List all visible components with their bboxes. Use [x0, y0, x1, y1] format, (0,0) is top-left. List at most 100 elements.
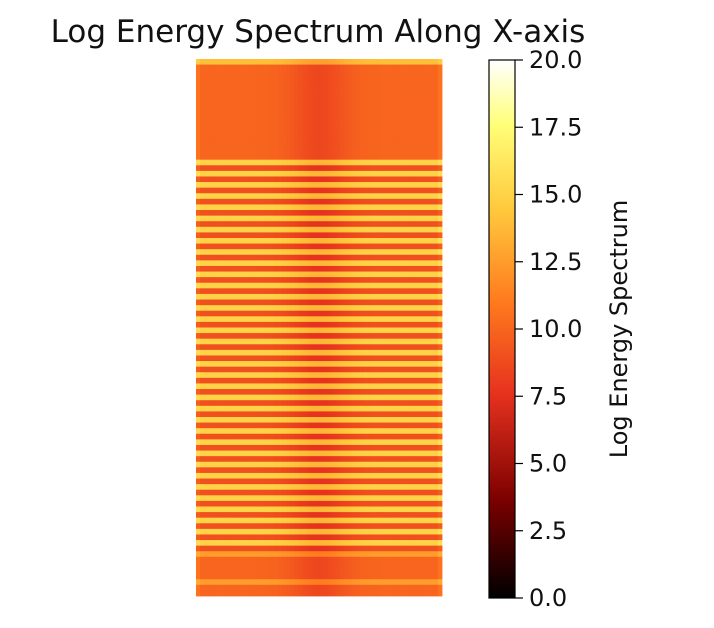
heatmap-cell	[216, 500, 221, 507]
heatmap-cell	[306, 98, 312, 105]
heatmap-cell	[232, 383, 238, 390]
heatmap-cell	[437, 461, 443, 468]
heatmap-cell	[433, 170, 439, 177]
heatmap-cell	[401, 103, 406, 110]
heatmap-cell	[437, 506, 443, 513]
heatmap-cell	[286, 405, 291, 412]
heatmap-cell	[401, 232, 406, 239]
heatmap-cell	[261, 131, 267, 138]
heatmap-cell	[306, 249, 312, 256]
heatmap-cell	[323, 103, 328, 110]
heatmap-cell	[204, 444, 209, 451]
heatmap-cell	[294, 204, 299, 211]
heatmap-cell	[269, 277, 275, 284]
heatmap-cell	[241, 137, 246, 144]
heatmap-cell	[331, 439, 336, 446]
heatmap-cell	[380, 349, 385, 356]
heatmap-cell	[220, 400, 226, 407]
heatmap-cell	[409, 131, 414, 138]
heatmap-cell	[257, 293, 262, 300]
heatmap-cell	[388, 506, 394, 513]
heatmap-cell	[392, 238, 398, 244]
heatmap-cell	[249, 232, 254, 239]
heatmap-cell	[396, 293, 402, 300]
heatmap-cell	[261, 75, 267, 82]
heatmap-cell	[339, 176, 344, 183]
heatmap-cell	[355, 310, 361, 317]
heatmap-cell	[372, 254, 377, 261]
heatmap-cell	[314, 344, 320, 351]
heatmap-cell	[306, 165, 312, 172]
heatmap-cell	[282, 271, 287, 278]
heatmap-cell	[212, 405, 217, 412]
heatmap-cell	[433, 265, 439, 272]
heatmap-cell	[237, 210, 242, 217]
heatmap-cell	[405, 288, 410, 295]
heatmap-cell	[200, 349, 205, 356]
heatmap-cell	[273, 109, 279, 116]
heatmap-cell	[355, 265, 361, 272]
heatmap-cell	[245, 411, 250, 418]
heatmap-cell	[220, 333, 226, 340]
heatmap-cell	[351, 142, 357, 149]
heatmap-cell	[257, 271, 262, 278]
heatmap-cell	[331, 126, 336, 133]
heatmap-cell	[314, 81, 320, 88]
heatmap-cell	[327, 103, 332, 110]
heatmap-cell	[257, 383, 262, 390]
heatmap-cell	[384, 81, 390, 88]
heatmap-cell	[224, 154, 230, 161]
heatmap-cell	[314, 75, 320, 82]
heatmap-cell	[306, 305, 312, 312]
heatmap-cell	[405, 75, 410, 82]
heatmap-cell	[249, 120, 254, 127]
heatmap-cell	[425, 64, 431, 71]
heatmap-cell	[425, 176, 431, 183]
heatmap-cell	[351, 165, 357, 172]
heatmap-cell	[355, 366, 361, 373]
heatmap-cell	[196, 277, 201, 284]
heatmap-cell	[417, 70, 422, 77]
heatmap-cell	[220, 394, 226, 401]
heatmap-cell	[372, 293, 377, 300]
heatmap-cell	[212, 165, 217, 172]
heatmap-cell	[273, 271, 279, 278]
heatmap-cell	[433, 405, 439, 412]
heatmap-cell	[319, 249, 324, 256]
heatmap-cell	[433, 411, 439, 418]
heatmap-cell	[253, 221, 258, 228]
heatmap-cell	[327, 383, 332, 390]
heatmap-cell	[360, 198, 365, 205]
heatmap-cell	[257, 377, 262, 384]
heatmap-cell	[265, 142, 271, 149]
heatmap-cell	[376, 176, 381, 183]
heatmap-cell	[200, 193, 205, 200]
heatmap-cell	[278, 277, 283, 284]
heatmap-cell	[265, 260, 271, 267]
heatmap-cell	[413, 204, 418, 211]
heatmap-cell	[314, 478, 320, 485]
heatmap-cell	[421, 394, 426, 401]
heatmap-cell	[396, 411, 402, 418]
heatmap-cell	[343, 383, 349, 390]
heatmap-cell	[355, 444, 361, 451]
heatmap-cell	[323, 506, 328, 513]
heatmap-cell	[220, 109, 226, 116]
heatmap-cell	[261, 265, 267, 272]
heatmap-cell	[204, 344, 209, 351]
heatmap-cell	[364, 411, 369, 418]
heatmap-cell	[360, 495, 365, 502]
heatmap-cell	[224, 142, 230, 149]
heatmap-cell	[273, 92, 279, 99]
heatmap-cell	[278, 238, 283, 244]
heatmap-cell	[212, 394, 217, 401]
heatmap-cell	[331, 316, 336, 323]
heatmap-cell	[355, 249, 361, 256]
heatmap-cell	[405, 372, 410, 379]
heatmap-cell	[368, 75, 373, 82]
heatmap-cell	[319, 120, 324, 127]
heatmap-cell	[237, 394, 242, 401]
heatmap-cell	[323, 310, 328, 317]
heatmap-cell	[331, 461, 336, 468]
heatmap-cell	[245, 355, 250, 362]
